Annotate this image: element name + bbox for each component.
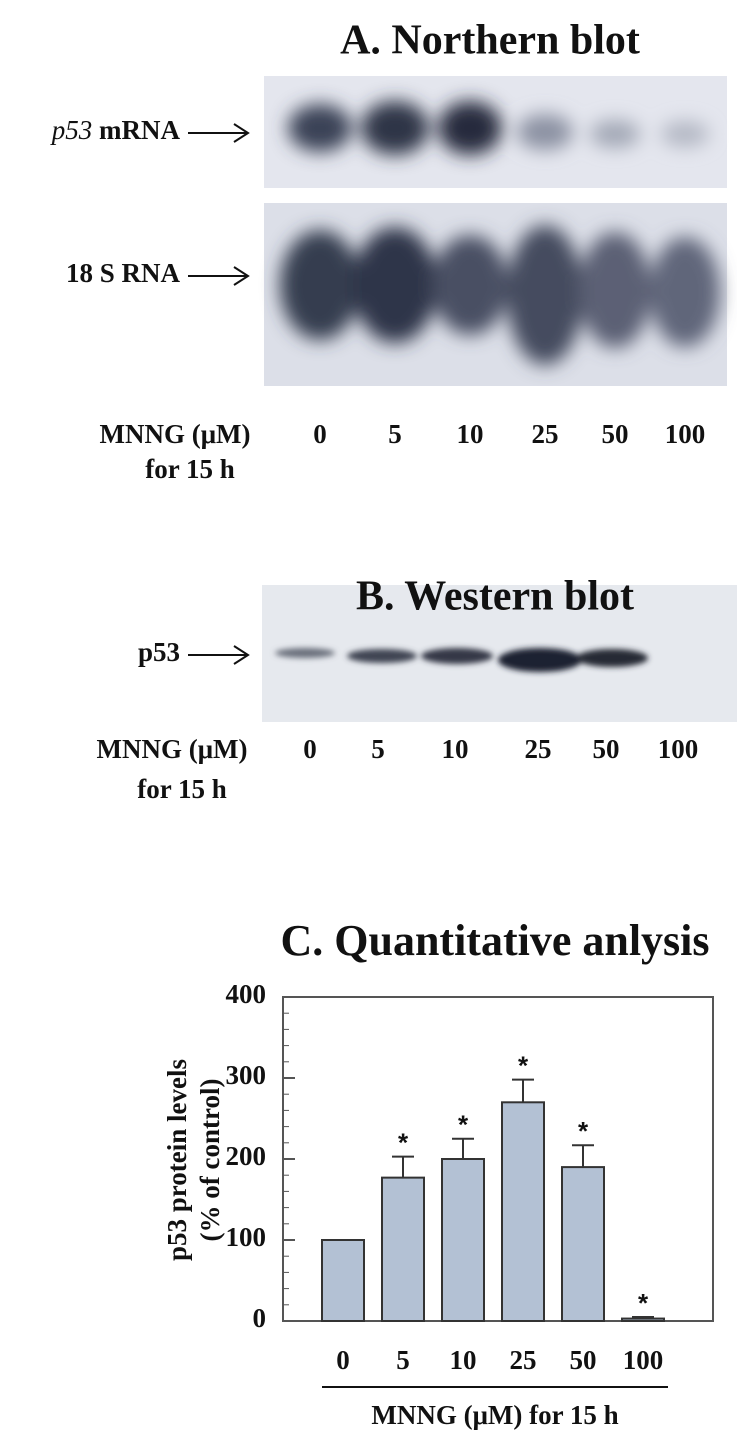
bar (622, 1319, 664, 1321)
significance-mark: * (458, 1110, 469, 1140)
panel-title: A. Northern blot (340, 18, 640, 64)
lane-label: 50 (602, 419, 629, 449)
probe-label: p53 (138, 637, 180, 667)
probe-label: 18 S RNA (66, 258, 181, 288)
x-tick-label: 100 (623, 1345, 664, 1375)
lane-label: 50 (593, 734, 620, 764)
lane-label: 25 (525, 734, 552, 764)
y-tick-label: 0 (253, 1303, 267, 1333)
error-bar (512, 1080, 534, 1103)
treatment-label: MNNG (μM) (96, 734, 247, 764)
x-tick-label: 5 (396, 1345, 410, 1375)
treatment-label: MNNG (μM) (99, 419, 250, 449)
lane-label: 5 (371, 734, 385, 764)
lane-label: 10 (457, 419, 484, 449)
significance-mark: * (398, 1127, 409, 1157)
lane-label: 10 (442, 734, 469, 764)
bar (502, 1102, 544, 1321)
lane-label: 100 (665, 419, 706, 449)
bar (322, 1240, 364, 1321)
duration-label: for 15 h (137, 774, 227, 804)
y-tick-label: 100 (226, 1222, 267, 1252)
lane-label: 0 (313, 419, 327, 449)
x-tick-label: 0 (336, 1345, 350, 1375)
y-tick-label: 300 (226, 1060, 267, 1090)
bar (442, 1159, 484, 1321)
probe-name: mRNA (99, 115, 180, 145)
error-bar (452, 1139, 474, 1159)
y-axis-label: (% of control) (195, 1079, 225, 1242)
error-bar (572, 1145, 594, 1167)
significance-mark: * (518, 1050, 529, 1080)
y-tick-label: 400 (226, 979, 267, 1009)
bar (382, 1178, 424, 1321)
lane-label: 0 (303, 734, 317, 764)
bar (562, 1167, 604, 1321)
lane-label: 100 (658, 734, 699, 764)
lane-label: 5 (388, 419, 402, 449)
arrows (188, 124, 248, 664)
gene-name: p53 (50, 115, 93, 145)
significance-mark: * (638, 1288, 649, 1318)
significance-mark: * (578, 1116, 589, 1146)
y-axis-label: p53 protein levels (162, 1059, 192, 1261)
lane-label: 25 (532, 419, 559, 449)
y-tick-label: 200 (226, 1141, 267, 1171)
x-tick-label: 50 (570, 1345, 597, 1375)
x-tick-label: 10 (450, 1345, 477, 1375)
probe-label: p53 mRNA (50, 115, 181, 145)
figure: A. Northern blot p53 mRNA 18 S RNA MNNG … (0, 0, 737, 1437)
error-bar (392, 1157, 414, 1178)
x-axis-label: MNNG (μM) for 15 h (371, 1400, 618, 1430)
x-tick-label: 25 (510, 1345, 537, 1375)
chart-title: C. Quantitative anlysis (280, 916, 709, 965)
duration-label: for 15 h (145, 454, 235, 484)
panel-title: B. Western blot (356, 574, 634, 620)
